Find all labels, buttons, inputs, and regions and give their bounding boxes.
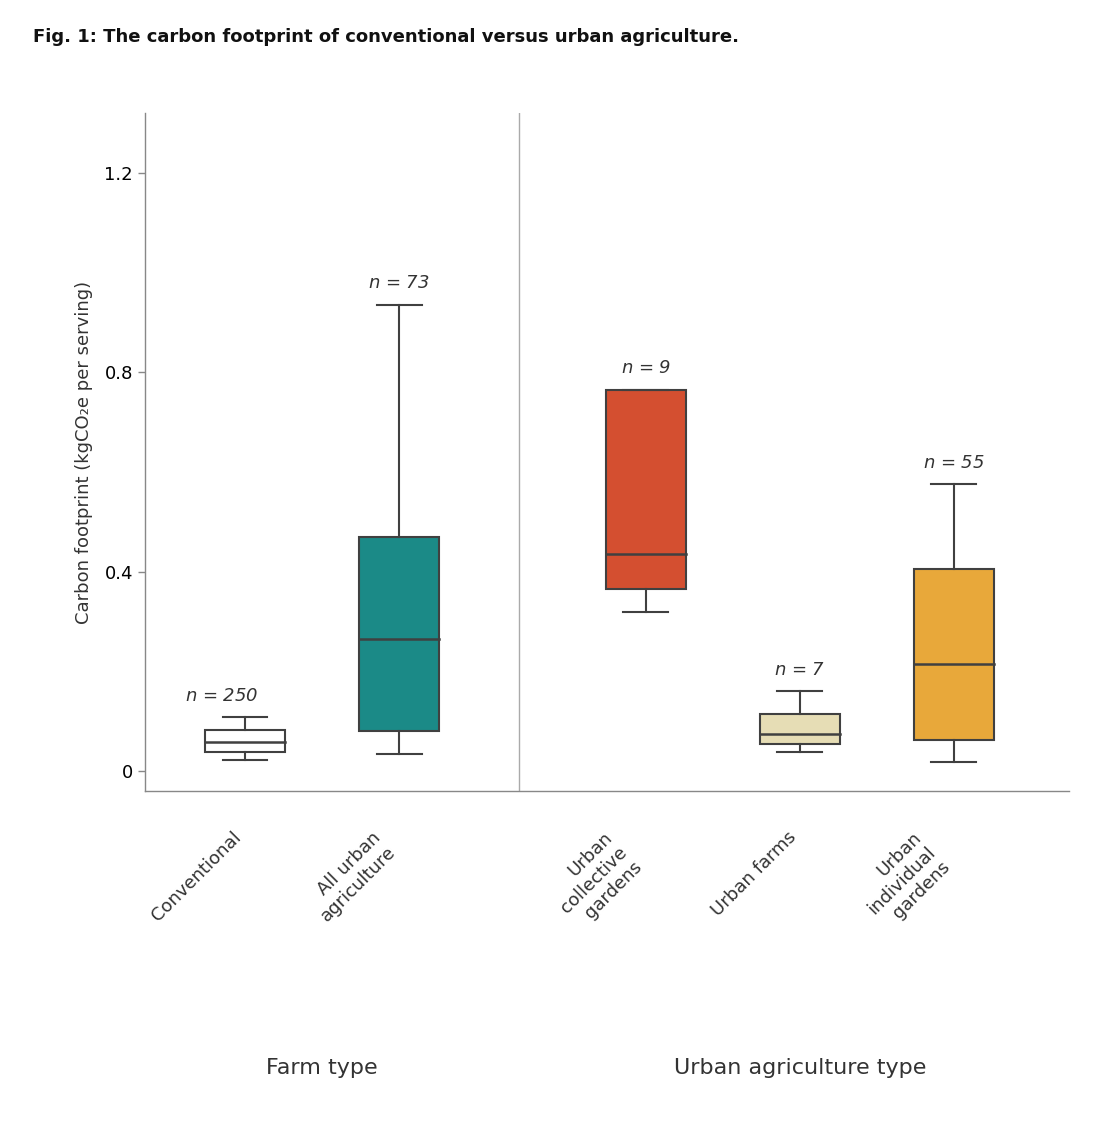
Bar — [205, 730, 285, 753]
Text: $n$ = 250: $n$ = 250 — [185, 687, 258, 705]
Text: Fig. 1: The carbon footprint of conventional versus urban agriculture.: Fig. 1: The carbon footprint of conventi… — [33, 28, 740, 46]
Bar — [606, 390, 686, 589]
Text: Urban farms: Urban farms — [707, 828, 800, 920]
Bar — [359, 537, 439, 731]
Text: All urban
agriculture: All urban agriculture — [302, 828, 399, 925]
Bar — [913, 570, 994, 740]
Text: Urban
collective
gardens: Urban collective gardens — [543, 828, 646, 931]
Bar — [760, 714, 840, 744]
Text: $n$ = 7: $n$ = 7 — [774, 661, 825, 679]
Text: Farm type: Farm type — [266, 1058, 378, 1078]
Text: $n$ = 9: $n$ = 9 — [620, 359, 671, 377]
Text: Conventional: Conventional — [148, 828, 245, 925]
Text: Urban
individual
gardens: Urban individual gardens — [850, 828, 954, 932]
Y-axis label: Carbon footprint (kgCO₂e per serving): Carbon footprint (kgCO₂e per serving) — [76, 280, 94, 624]
Text: $n$ = 55: $n$ = 55 — [922, 454, 985, 472]
Text: Urban agriculture type: Urban agriculture type — [674, 1058, 926, 1078]
Text: $n$ = 73: $n$ = 73 — [369, 275, 430, 293]
